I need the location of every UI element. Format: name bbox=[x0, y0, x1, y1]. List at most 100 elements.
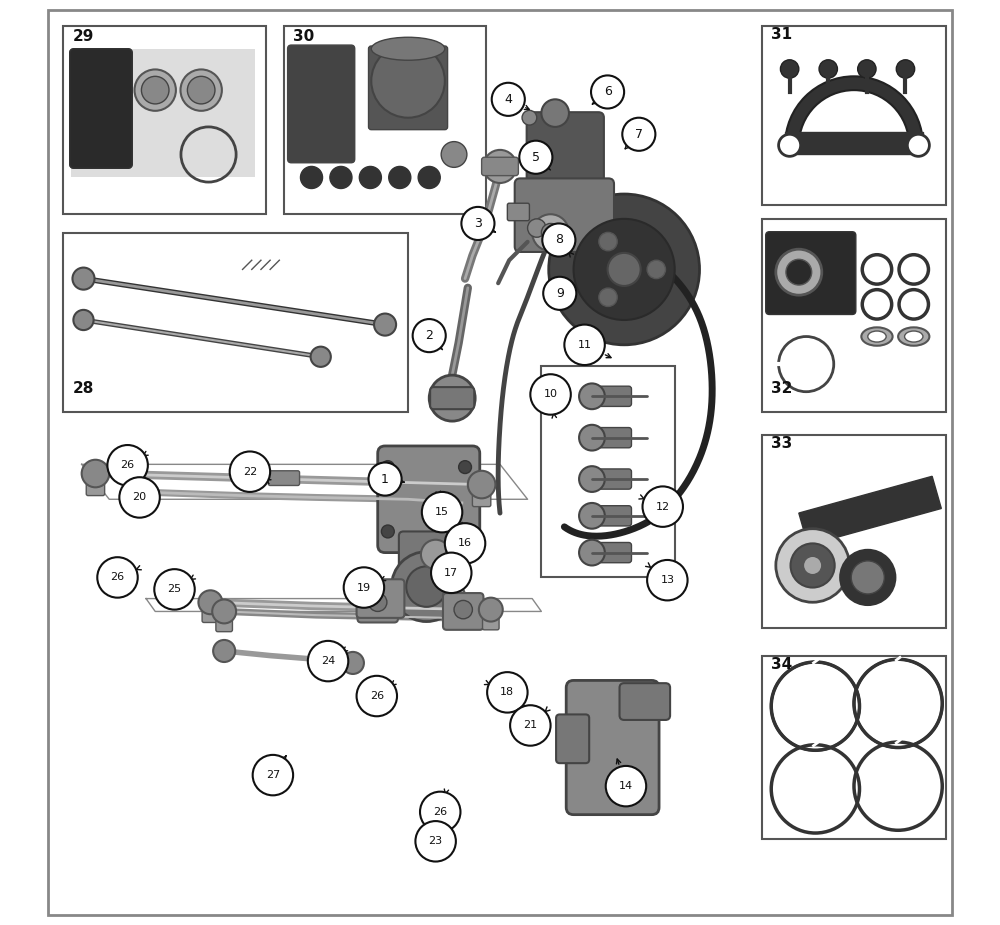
Text: 29: 29 bbox=[72, 30, 94, 44]
Ellipse shape bbox=[905, 331, 923, 342]
Ellipse shape bbox=[858, 60, 876, 79]
FancyBboxPatch shape bbox=[63, 233, 408, 412]
Ellipse shape bbox=[780, 60, 799, 79]
Circle shape bbox=[154, 569, 195, 610]
Text: 5: 5 bbox=[532, 151, 540, 164]
FancyBboxPatch shape bbox=[598, 469, 631, 489]
Circle shape bbox=[608, 253, 641, 286]
FancyBboxPatch shape bbox=[762, 219, 946, 412]
Circle shape bbox=[330, 166, 352, 189]
Circle shape bbox=[579, 384, 605, 409]
Circle shape bbox=[406, 566, 447, 607]
Circle shape bbox=[213, 640, 235, 662]
FancyBboxPatch shape bbox=[70, 49, 132, 168]
FancyBboxPatch shape bbox=[527, 112, 604, 192]
Circle shape bbox=[212, 599, 236, 623]
Circle shape bbox=[840, 549, 895, 605]
Text: 31: 31 bbox=[771, 28, 792, 43]
Text: 7: 7 bbox=[635, 128, 643, 141]
Circle shape bbox=[483, 150, 517, 183]
Circle shape bbox=[344, 567, 384, 608]
Circle shape bbox=[599, 288, 617, 306]
Text: 26: 26 bbox=[433, 807, 447, 817]
Text: 21: 21 bbox=[523, 721, 537, 731]
Circle shape bbox=[311, 347, 331, 367]
FancyBboxPatch shape bbox=[71, 49, 255, 178]
Circle shape bbox=[369, 593, 387, 611]
Ellipse shape bbox=[141, 77, 169, 104]
FancyBboxPatch shape bbox=[268, 471, 300, 486]
FancyBboxPatch shape bbox=[541, 366, 675, 577]
Text: 2: 2 bbox=[425, 329, 433, 342]
Text: 1: 1 bbox=[381, 473, 389, 486]
Circle shape bbox=[643, 487, 683, 527]
Text: 14: 14 bbox=[619, 781, 633, 791]
FancyBboxPatch shape bbox=[284, 26, 486, 215]
Ellipse shape bbox=[371, 44, 445, 117]
Circle shape bbox=[389, 166, 411, 189]
Text: 16: 16 bbox=[458, 538, 472, 549]
Circle shape bbox=[357, 676, 397, 716]
FancyBboxPatch shape bbox=[762, 435, 946, 628]
Circle shape bbox=[198, 590, 222, 614]
Ellipse shape bbox=[868, 331, 886, 342]
Text: 9: 9 bbox=[556, 287, 564, 300]
FancyBboxPatch shape bbox=[507, 204, 529, 221]
Circle shape bbox=[599, 232, 617, 251]
Text: 15: 15 bbox=[435, 507, 449, 517]
Circle shape bbox=[124, 479, 150, 505]
Text: 26: 26 bbox=[110, 573, 125, 583]
Ellipse shape bbox=[187, 77, 215, 104]
Ellipse shape bbox=[180, 69, 222, 111]
Circle shape bbox=[359, 166, 381, 189]
Circle shape bbox=[468, 471, 495, 499]
Circle shape bbox=[541, 224, 560, 241]
Circle shape bbox=[786, 259, 812, 285]
Ellipse shape bbox=[371, 37, 445, 60]
Text: 23: 23 bbox=[429, 836, 443, 846]
Circle shape bbox=[851, 561, 884, 594]
FancyBboxPatch shape bbox=[472, 490, 491, 507]
Circle shape bbox=[591, 76, 624, 108]
Text: 3: 3 bbox=[474, 217, 482, 230]
Text: 25: 25 bbox=[167, 585, 182, 595]
FancyBboxPatch shape bbox=[566, 681, 659, 815]
FancyBboxPatch shape bbox=[762, 656, 946, 840]
FancyBboxPatch shape bbox=[399, 532, 463, 577]
Text: 19: 19 bbox=[357, 583, 371, 593]
Circle shape bbox=[532, 215, 569, 251]
Circle shape bbox=[443, 585, 465, 607]
FancyBboxPatch shape bbox=[63, 26, 266, 215]
Circle shape bbox=[82, 460, 109, 487]
Wedge shape bbox=[785, 77, 923, 145]
Circle shape bbox=[461, 207, 494, 240]
Circle shape bbox=[510, 705, 551, 746]
Circle shape bbox=[421, 539, 450, 569]
FancyBboxPatch shape bbox=[482, 157, 518, 176]
Circle shape bbox=[487, 672, 528, 712]
Circle shape bbox=[606, 766, 646, 807]
Circle shape bbox=[779, 134, 801, 156]
Circle shape bbox=[300, 166, 323, 189]
Polygon shape bbox=[799, 476, 941, 545]
FancyBboxPatch shape bbox=[86, 479, 105, 496]
Text: 4: 4 bbox=[504, 92, 512, 105]
Ellipse shape bbox=[896, 60, 915, 79]
Text: 6: 6 bbox=[604, 85, 612, 98]
Circle shape bbox=[564, 325, 605, 365]
FancyBboxPatch shape bbox=[762, 26, 946, 205]
Circle shape bbox=[579, 425, 605, 450]
Circle shape bbox=[431, 552, 471, 593]
Circle shape bbox=[119, 477, 160, 518]
Circle shape bbox=[73, 310, 94, 330]
Circle shape bbox=[381, 461, 394, 474]
FancyBboxPatch shape bbox=[202, 607, 219, 623]
Text: 8: 8 bbox=[555, 233, 563, 246]
Circle shape bbox=[530, 375, 571, 414]
FancyBboxPatch shape bbox=[70, 49, 132, 168]
Text: 18: 18 bbox=[500, 687, 514, 697]
Circle shape bbox=[574, 219, 675, 320]
Circle shape bbox=[542, 224, 575, 256]
Circle shape bbox=[230, 451, 270, 492]
FancyBboxPatch shape bbox=[378, 446, 480, 552]
